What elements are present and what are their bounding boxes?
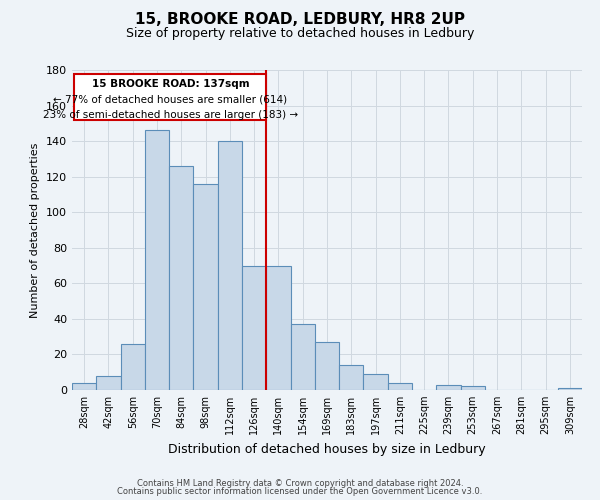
Y-axis label: Number of detached properties: Number of detached properties bbox=[31, 142, 40, 318]
X-axis label: Distribution of detached houses by size in Ledbury: Distribution of detached houses by size … bbox=[168, 442, 486, 456]
Bar bbox=[290, 324, 315, 390]
Bar bbox=[74, 74, 266, 120]
Bar bbox=[121, 344, 145, 390]
Bar bbox=[145, 130, 169, 390]
Text: 23% of semi-detached houses are larger (183) →: 23% of semi-detached houses are larger (… bbox=[43, 110, 298, 120]
Bar bbox=[436, 384, 461, 390]
Text: 15, BROOKE ROAD, LEDBURY, HR8 2UP: 15, BROOKE ROAD, LEDBURY, HR8 2UP bbox=[135, 12, 465, 28]
Text: ← 77% of detached houses are smaller (614): ← 77% of detached houses are smaller (61… bbox=[53, 94, 287, 104]
Bar bbox=[169, 166, 193, 390]
Bar bbox=[461, 386, 485, 390]
Bar bbox=[388, 383, 412, 390]
Bar bbox=[96, 376, 121, 390]
Bar bbox=[364, 374, 388, 390]
Text: 15 BROOKE ROAD: 137sqm: 15 BROOKE ROAD: 137sqm bbox=[92, 79, 249, 89]
Bar bbox=[218, 141, 242, 390]
Bar bbox=[558, 388, 582, 390]
Text: Contains public sector information licensed under the Open Government Licence v3: Contains public sector information licen… bbox=[118, 488, 482, 496]
Text: Contains HM Land Registry data © Crown copyright and database right 2024.: Contains HM Land Registry data © Crown c… bbox=[137, 478, 463, 488]
Text: Size of property relative to detached houses in Ledbury: Size of property relative to detached ho… bbox=[126, 28, 474, 40]
Bar bbox=[193, 184, 218, 390]
Bar bbox=[242, 266, 266, 390]
Bar bbox=[339, 365, 364, 390]
Bar bbox=[315, 342, 339, 390]
Bar bbox=[72, 383, 96, 390]
Bar bbox=[266, 266, 290, 390]
